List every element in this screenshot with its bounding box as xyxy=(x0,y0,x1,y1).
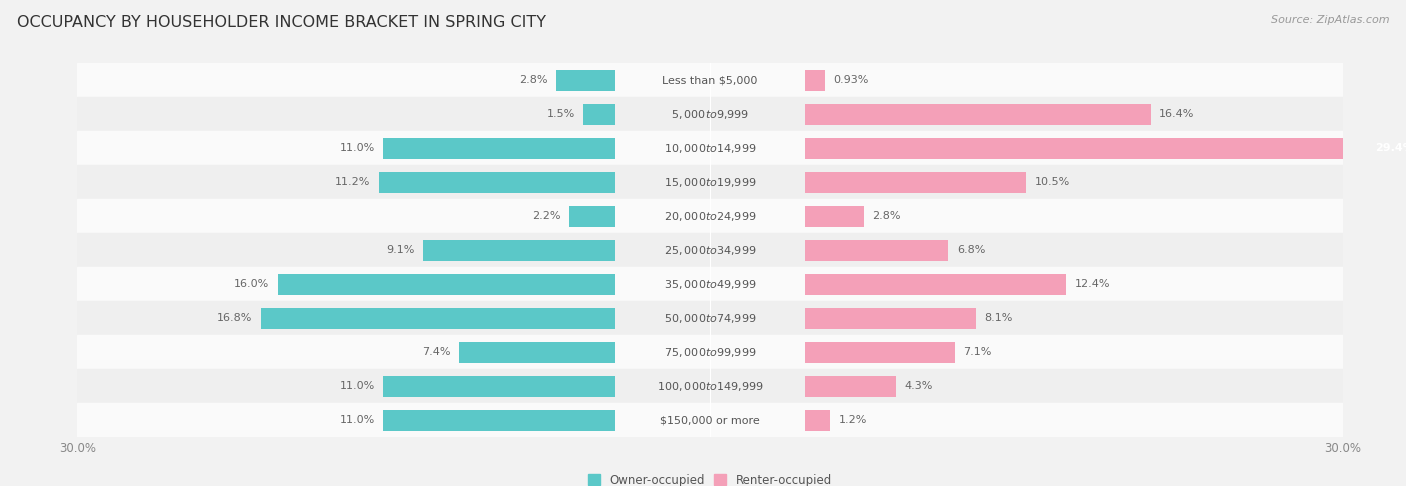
Text: 16.8%: 16.8% xyxy=(217,313,253,323)
Bar xyxy=(460,342,616,363)
Bar xyxy=(806,376,896,397)
Bar xyxy=(806,104,1152,125)
Bar xyxy=(569,206,616,227)
Text: 4.3%: 4.3% xyxy=(904,382,932,391)
Text: 11.0%: 11.0% xyxy=(339,382,375,391)
Bar xyxy=(583,104,616,125)
Text: 11.0%: 11.0% xyxy=(339,416,375,425)
Bar xyxy=(77,199,1343,233)
Bar xyxy=(806,274,1067,295)
Bar xyxy=(77,335,1343,369)
Bar xyxy=(380,172,616,193)
Text: 10.5%: 10.5% xyxy=(1035,177,1070,187)
Bar xyxy=(384,410,616,431)
Bar xyxy=(77,97,1343,131)
Text: 7.4%: 7.4% xyxy=(422,347,451,357)
Bar xyxy=(806,410,830,431)
Bar xyxy=(77,301,1343,335)
Text: 2.8%: 2.8% xyxy=(519,75,548,85)
Text: 2.8%: 2.8% xyxy=(873,211,901,221)
Text: $15,000 to $19,999: $15,000 to $19,999 xyxy=(664,176,756,189)
Bar xyxy=(384,138,616,159)
Text: 8.1%: 8.1% xyxy=(984,313,1012,323)
Text: 0.93%: 0.93% xyxy=(832,75,869,85)
Text: 6.8%: 6.8% xyxy=(957,245,986,255)
Text: 12.4%: 12.4% xyxy=(1074,279,1111,289)
Bar xyxy=(384,376,616,397)
Text: $50,000 to $74,999: $50,000 to $74,999 xyxy=(664,312,756,325)
Text: 11.0%: 11.0% xyxy=(339,143,375,153)
Bar xyxy=(77,165,1343,199)
Text: OCCUPANCY BY HOUSEHOLDER INCOME BRACKET IN SPRING CITY: OCCUPANCY BY HOUSEHOLDER INCOME BRACKET … xyxy=(17,15,546,30)
Text: 11.2%: 11.2% xyxy=(335,177,371,187)
Legend: Owner-occupied, Renter-occupied: Owner-occupied, Renter-occupied xyxy=(583,469,837,486)
Text: 16.4%: 16.4% xyxy=(1160,109,1195,119)
Text: $150,000 or more: $150,000 or more xyxy=(661,416,759,425)
Text: $5,000 to $9,999: $5,000 to $9,999 xyxy=(671,108,749,121)
Bar xyxy=(806,172,1026,193)
Bar xyxy=(806,138,1406,159)
Text: $20,000 to $24,999: $20,000 to $24,999 xyxy=(664,210,756,223)
Text: 16.0%: 16.0% xyxy=(233,279,270,289)
Text: Source: ZipAtlas.com: Source: ZipAtlas.com xyxy=(1271,15,1389,25)
Bar xyxy=(262,308,616,329)
Text: 7.1%: 7.1% xyxy=(963,347,991,357)
Text: 1.5%: 1.5% xyxy=(547,109,575,119)
Text: $25,000 to $34,999: $25,000 to $34,999 xyxy=(664,244,756,257)
Bar xyxy=(77,131,1343,165)
Text: $100,000 to $149,999: $100,000 to $149,999 xyxy=(657,380,763,393)
Text: 2.2%: 2.2% xyxy=(531,211,561,221)
Bar xyxy=(806,308,976,329)
Bar xyxy=(423,240,616,261)
Bar xyxy=(77,267,1343,301)
Text: $75,000 to $99,999: $75,000 to $99,999 xyxy=(664,346,756,359)
Bar xyxy=(77,369,1343,403)
Bar xyxy=(806,342,955,363)
Text: Less than $5,000: Less than $5,000 xyxy=(662,75,758,85)
Text: 9.1%: 9.1% xyxy=(387,245,415,255)
Bar xyxy=(77,233,1343,267)
Bar xyxy=(77,63,1343,97)
Bar xyxy=(77,403,1343,437)
Bar xyxy=(557,69,616,91)
Text: $10,000 to $14,999: $10,000 to $14,999 xyxy=(664,142,756,155)
Text: 29.4%: 29.4% xyxy=(1375,143,1406,153)
Bar xyxy=(806,206,863,227)
Bar xyxy=(806,69,824,91)
Text: $35,000 to $49,999: $35,000 to $49,999 xyxy=(664,278,756,291)
Bar xyxy=(806,240,949,261)
Text: 1.2%: 1.2% xyxy=(839,416,868,425)
Bar xyxy=(278,274,616,295)
